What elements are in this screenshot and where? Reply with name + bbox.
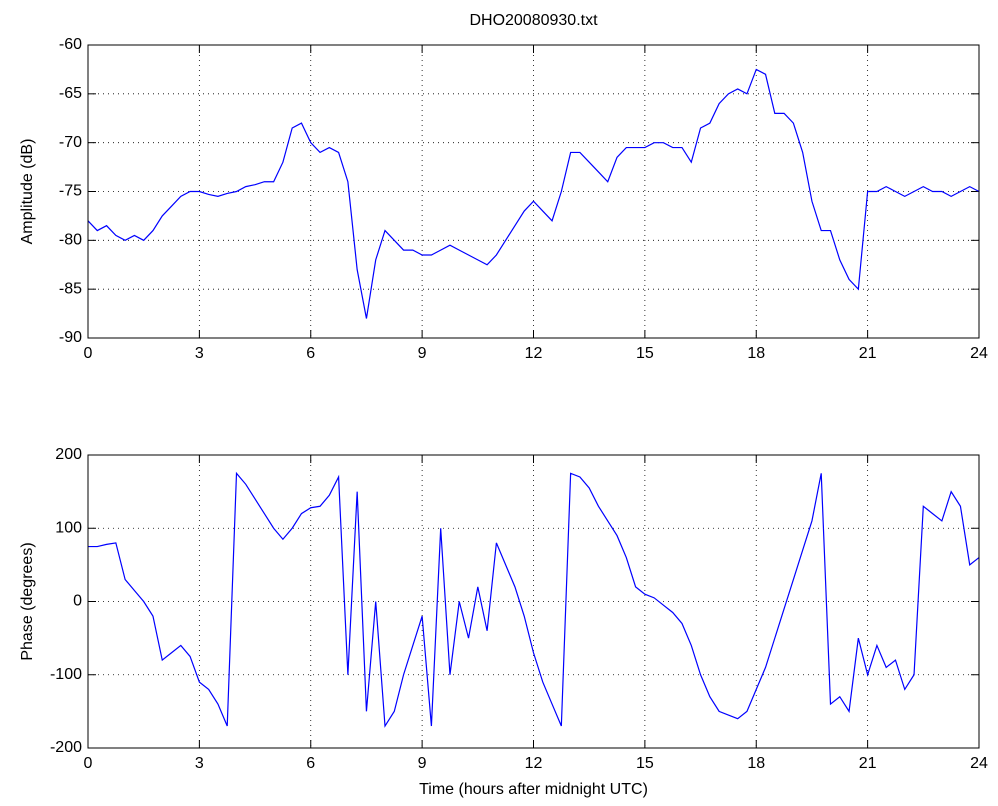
y-tick-label: -65 [59, 85, 82, 102]
axes-box [87, 44, 980, 339]
x-tick-label: 0 [84, 345, 93, 362]
x-tick-label: 9 [418, 755, 427, 772]
data-line [87, 68, 980, 319]
y-tick-label: -200 [50, 739, 82, 756]
x-tick-label: 6 [306, 345, 315, 362]
y-tick-label: -90 [59, 329, 82, 346]
y-tick-label: 100 [55, 519, 82, 536]
y-tick-label: 200 [55, 446, 82, 463]
x-tick-label: 12 [525, 345, 543, 362]
y-tick-label: -70 [59, 134, 82, 151]
y-tick-label: -60 [59, 36, 82, 53]
x-tick-label: 21 [859, 755, 877, 772]
x-tick-label: 3 [195, 345, 204, 362]
x-tick-label: 6 [306, 755, 315, 772]
y-tick-label: -85 [59, 280, 82, 297]
y-tick-label: -75 [59, 183, 82, 200]
x-tick-label: 15 [636, 345, 654, 362]
x-tick-label: 0 [84, 755, 93, 772]
chart-title: DHO20080930.txt [469, 12, 598, 29]
data-line [88, 471, 980, 728]
axes-box [87, 454, 980, 749]
x-tick-label: 21 [859, 345, 877, 362]
x-tick-label: 18 [747, 345, 765, 362]
x-axis-label: Time (hours after midnight UTC) [419, 781, 648, 798]
x-tick-label: 3 [195, 755, 204, 772]
x-tick-label: 12 [525, 755, 543, 772]
x-tick-label: 15 [636, 755, 654, 772]
y-tick-label: 0 [73, 593, 82, 610]
x-tick-label: 9 [418, 345, 427, 362]
y-axis-label: Amplitude (dB) [19, 139, 36, 245]
y-axis-label: Phase (degrees) [19, 542, 36, 660]
y-tick-label: -80 [59, 232, 82, 249]
y-tick-label: -100 [50, 666, 82, 683]
x-tick-label: 18 [747, 755, 765, 772]
x-tick-label: 24 [970, 345, 988, 362]
x-tick-label: 24 [970, 755, 988, 772]
